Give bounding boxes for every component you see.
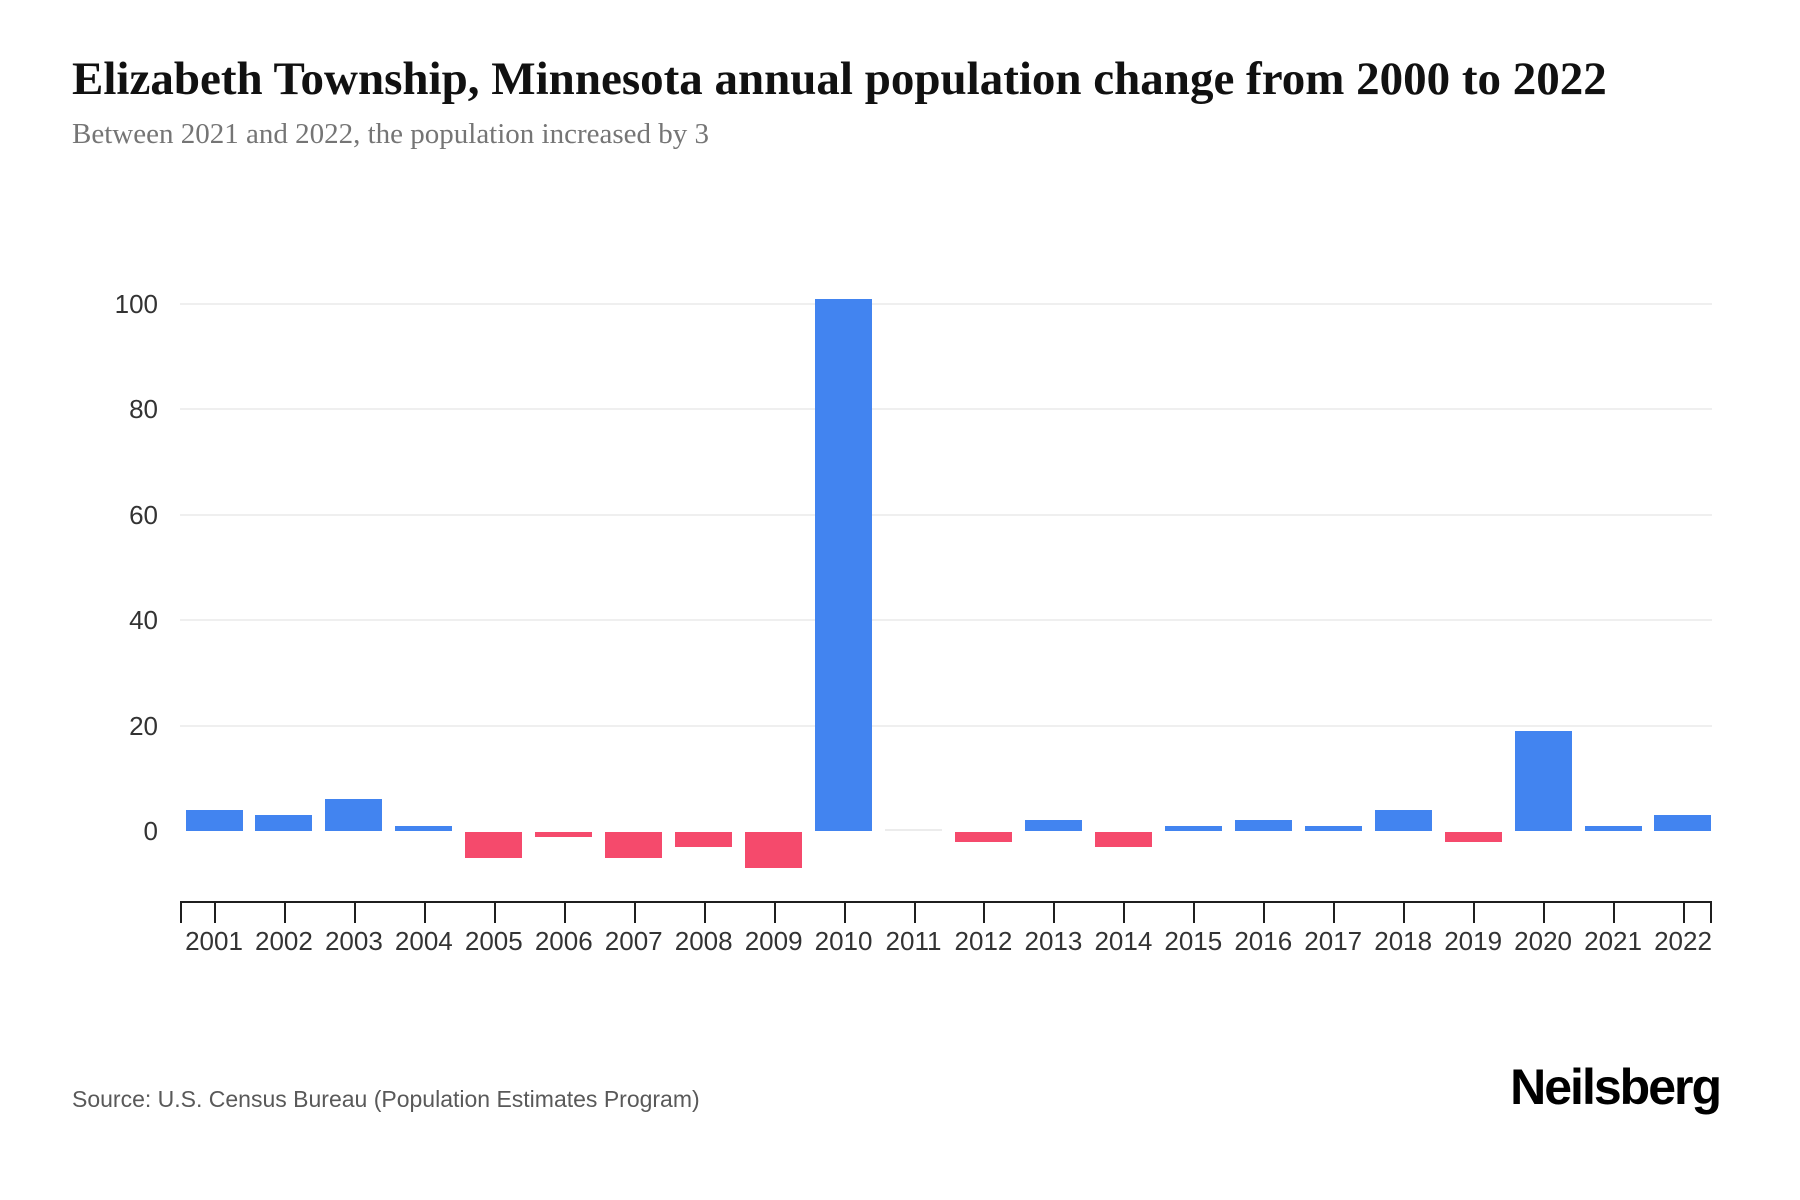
bar-2005[interactable] <box>465 831 523 858</box>
y-tick-label-0: 0 <box>143 816 158 846</box>
x-tick-mark <box>353 903 356 923</box>
x-tick-label-2004: 2004 <box>394 926 453 956</box>
bar-2002[interactable] <box>255 815 313 831</box>
bar-2014[interactable] <box>1094 831 1152 848</box>
x-axis-line <box>180 901 1712 903</box>
x-tick-label-2014: 2014 <box>1094 926 1153 956</box>
x-tick-label-2001: 2001 <box>185 926 243 956</box>
bar-2019[interactable] <box>1444 831 1502 843</box>
x-tick-label-2019: 2019 <box>1444 926 1503 956</box>
bar-2021[interactable] <box>1584 825 1642 831</box>
x-tick-label-2015: 2015 <box>1164 926 1223 956</box>
bar-2006[interactable] <box>535 831 593 837</box>
x-tick-label-2013: 2013 <box>1024 926 1083 956</box>
x-tick-label-2012: 2012 <box>954 926 1013 956</box>
x-tick-mark <box>1193 903 1196 923</box>
x-tick-label-2009: 2009 <box>744 926 803 956</box>
gridline-60 <box>180 513 1712 516</box>
bar-2008[interactable] <box>675 831 733 848</box>
x-tick-label-2010: 2010 <box>814 926 873 956</box>
x-tick-mark <box>633 903 636 923</box>
x-tick-mark <box>1613 903 1616 923</box>
x-tick-mark <box>493 903 496 923</box>
gridline-20 <box>180 724 1712 727</box>
bar-2017[interactable] <box>1304 825 1362 831</box>
x-tick-label-2022: 2022 <box>1654 926 1712 956</box>
x-tick-label-2021: 2021 <box>1584 926 1642 956</box>
x-tick-label-2006: 2006 <box>534 926 593 956</box>
x-tick-mark <box>1403 903 1406 923</box>
x-tick-mark <box>1053 903 1056 923</box>
bar-2010[interactable] <box>815 298 873 831</box>
gridline-80 <box>180 408 1712 411</box>
x-tick-mark <box>563 903 566 923</box>
x-tick-mark <box>423 903 426 923</box>
y-tick-label-60: 60 <box>129 499 158 530</box>
bar-2013[interactable] <box>1024 820 1082 831</box>
gridline-40 <box>180 619 1712 622</box>
y-tick-label-40: 40 <box>129 605 158 636</box>
neilsberg-logo: Neilsberg <box>1510 1059 1722 1115</box>
bar-2009[interactable] <box>745 831 803 869</box>
page-subtitle: Between 2021 and 2022, the population in… <box>72 118 710 150</box>
source-text: Source: U.S. Census Bureau (Population E… <box>72 1086 700 1112</box>
x-tick-mark <box>703 903 706 923</box>
x-tick-label-2003: 2003 <box>324 926 383 956</box>
bar-2015[interactable] <box>1164 825 1222 831</box>
x-tick-label-2020: 2020 <box>1514 926 1572 956</box>
x-tick-mark <box>1473 903 1476 923</box>
bar-2011[interactable] <box>885 828 943 831</box>
bar-2003[interactable] <box>325 799 383 831</box>
bar-2022[interactable] <box>1654 815 1712 831</box>
x-tick-mark <box>1123 903 1126 923</box>
y-tick-label-20: 20 <box>129 710 158 741</box>
x-tick-label-2011: 2011 <box>885 926 942 956</box>
x-tick-mark <box>843 903 846 923</box>
gridline-100 <box>180 303 1712 305</box>
x-tick-mark <box>1263 903 1266 923</box>
page-title: Elizabeth Township, Minnesota annual pop… <box>72 53 1607 105</box>
x-tick-mark <box>773 903 776 923</box>
x-tick-label-2007: 2007 <box>604 926 663 956</box>
x-tick-mark <box>1682 903 1685 923</box>
y-tick-label-80: 80 <box>129 394 158 425</box>
x-tick-label-2008: 2008 <box>674 926 733 956</box>
x-tick-mark <box>214 903 216 923</box>
bar-2012[interactable] <box>954 831 1012 843</box>
x-tick-mark <box>983 903 986 923</box>
x-tick-label-2016: 2016 <box>1234 926 1293 956</box>
bar-2001[interactable] <box>185 809 243 831</box>
x-tick-mark <box>180 903 182 923</box>
x-tick-mark <box>283 903 286 923</box>
bar-2018[interactable] <box>1374 809 1432 831</box>
x-tick-mark <box>1710 903 1712 923</box>
x-tick-mark <box>1543 903 1546 923</box>
x-tick-label-2005: 2005 <box>464 926 523 956</box>
bar-2020[interactable] <box>1514 730 1572 831</box>
bar-2004[interactable] <box>395 825 453 831</box>
x-tick-mark <box>1333 903 1336 923</box>
bar-2016[interactable] <box>1234 820 1292 831</box>
y-tick-label-100: 100 <box>114 289 158 319</box>
x-tick-label-2002: 2002 <box>255 926 313 956</box>
bar-2007[interactable] <box>605 831 663 858</box>
x-tick-mark <box>913 903 916 923</box>
x-tick-label-2017: 2017 <box>1304 926 1363 956</box>
x-tick-label-2018: 2018 <box>1374 926 1433 956</box>
